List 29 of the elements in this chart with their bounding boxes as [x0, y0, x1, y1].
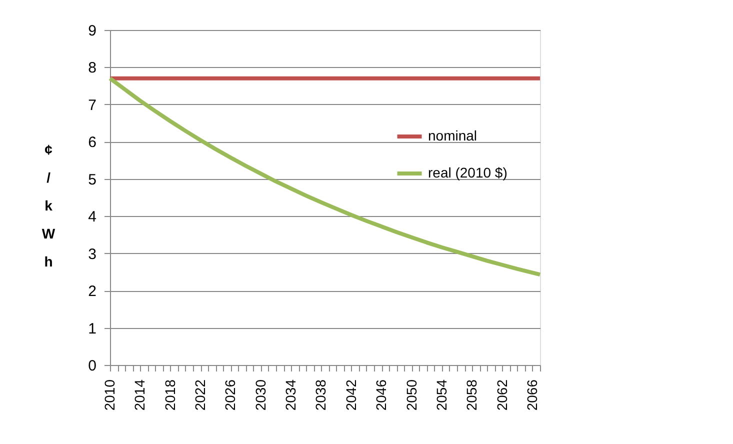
- x-tick-label: 2046: [373, 379, 390, 411]
- x-tick-label: 2010: [102, 379, 118, 411]
- y-tick-label: 6: [88, 134, 96, 152]
- x-tick-label: 2018: [162, 379, 178, 411]
- x-tick-label: 2038: [312, 379, 329, 411]
- y-tick-label: 1: [88, 320, 96, 338]
- x-tick-label: 2034: [282, 379, 299, 411]
- x-tick-label: 2050: [403, 379, 420, 411]
- y-tick-label: 0: [88, 358, 96, 374]
- x-tick-label: 2026: [222, 379, 238, 411]
- x-tick-label: 2054: [433, 379, 450, 411]
- y-axis-title: ¢/kWh: [42, 142, 56, 270]
- x-tick-label: 2022: [192, 379, 208, 411]
- x-tick-label: 2066: [524, 379, 540, 411]
- y-tick-label: 3: [88, 246, 96, 263]
- line-series: [108, 76, 542, 277]
- legend-label: nominal: [428, 128, 478, 144]
- x-tick-label: 2062: [494, 379, 510, 411]
- y-tick-label: 7: [88, 96, 96, 114]
- x-tick-label: 2030: [252, 379, 268, 411]
- x-tick-label: 2014: [132, 379, 148, 411]
- y-tick-label: 9: [88, 22, 96, 40]
- y-tick-label: 2: [88, 283, 96, 300]
- y-tick-label: 4: [88, 208, 96, 226]
- legend-label: real (2010 $): [428, 164, 508, 180]
- y-tick-label: 8: [88, 60, 96, 77]
- y-tick-label: 5: [88, 171, 96, 188]
- x-tick-label: 2042: [342, 379, 359, 411]
- x-tick-label: 2058: [464, 379, 480, 411]
